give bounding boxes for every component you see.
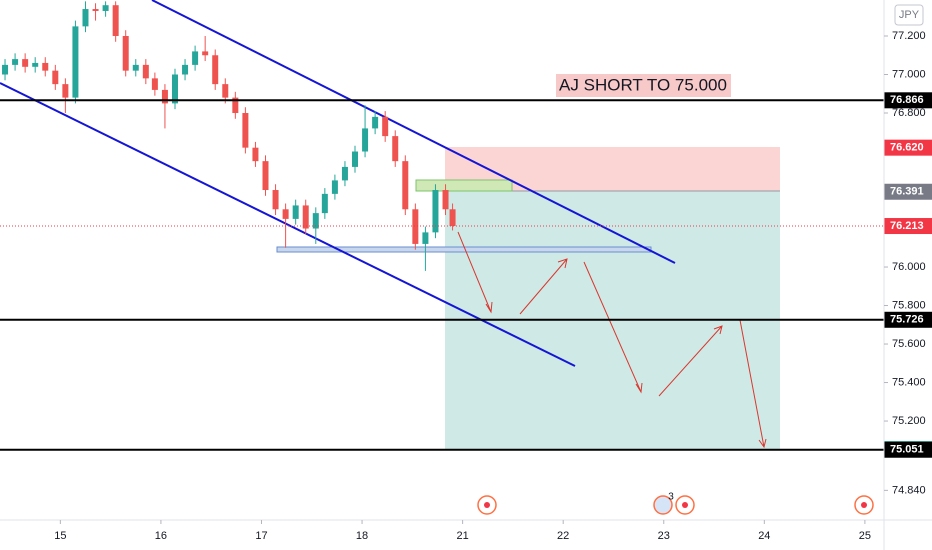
candle-body — [82, 9, 89, 27]
candle-body — [102, 5, 109, 11]
candle-body — [292, 205, 299, 219]
candle-body — [382, 116, 389, 137]
candle-body — [171, 74, 178, 104]
y-tick-label: 75.200 — [892, 415, 926, 427]
currency-box[interactable] — [894, 4, 924, 26]
y-tick-label: 76.800 — [892, 107, 926, 119]
x-tick-label: 22 — [557, 530, 569, 542]
y-tick-label: 75.600 — [892, 338, 926, 350]
candle-body — [442, 190, 449, 210]
y-tick-label: 77.000 — [892, 68, 926, 80]
price-label-bg — [884, 311, 932, 328]
price-label: 76.391 — [890, 186, 924, 198]
price-label: 75.726 — [890, 314, 924, 326]
annotation-box — [556, 74, 731, 97]
candle-body — [341, 166, 348, 181]
candle-body — [262, 161, 269, 191]
position-tool[interactable] — [416, 147, 780, 449]
y-tick-label: 77.200 — [892, 30, 926, 42]
y-tick-label: 76.000 — [892, 261, 926, 273]
candle-body — [282, 209, 289, 219]
candle-body — [32, 62, 39, 67]
candle-body — [302, 205, 309, 229]
candle-body — [132, 64, 139, 71]
y-tick-label: 75.800 — [892, 299, 926, 311]
candle-body — [161, 89, 168, 104]
arrows — [457, 231, 767, 449]
candle-body — [92, 9, 99, 11]
y-tick-label: 74.840 — [892, 484, 926, 496]
candle-body — [122, 36, 129, 71]
rectangle — [415, 179, 513, 192]
candle-body — [272, 190, 279, 210]
candle-body — [422, 232, 429, 244]
candle-body — [402, 161, 409, 210]
candle-body — [252, 147, 259, 162]
candle-body — [312, 213, 319, 229]
candle-body — [372, 116, 379, 129]
price-label: 76.620 — [890, 142, 924, 154]
price-label-bg — [884, 218, 932, 235]
candle-body — [182, 64, 189, 75]
candle-body — [112, 5, 119, 37]
price-label-bg — [884, 92, 932, 109]
candles — [2, 1, 456, 271]
candle-body — [352, 151, 359, 167]
price-label-bg — [884, 441, 932, 458]
candle-body — [222, 84, 229, 98]
x-tick-label: 18 — [356, 530, 368, 542]
candle-body — [232, 97, 239, 114]
candle-body — [321, 193, 328, 214]
candle-body — [392, 136, 399, 162]
drawings[interactable]: AJ SHORT TO 75.000 — [0, 0, 767, 449]
candle-body — [52, 70, 59, 85]
candle-body — [22, 59, 29, 67]
levels: 76.86676.62076.39176.21375.72675.05475.0… — [0, 92, 932, 458]
annotation: AJ SHORT TO 75.000 — [559, 75, 727, 94]
candle-body — [151, 78, 158, 90]
x-tick-label: 24 — [758, 530, 770, 542]
x-tick-label: 23 — [658, 530, 670, 542]
y-tick-label: 75.400 — [892, 376, 926, 388]
events[interactable] — [477, 495, 874, 515]
candle-body — [449, 209, 456, 227]
candle-body — [202, 51, 209, 56]
candle-body — [331, 180, 338, 194]
x-tick-label: 25 — [859, 530, 871, 542]
candle-body — [72, 26, 79, 98]
price-label-bg — [884, 183, 932, 200]
candle-body — [142, 64, 149, 79]
candle-body — [412, 209, 419, 244]
candle-body — [242, 113, 249, 148]
candle-body — [62, 84, 69, 98]
currency: JPY — [899, 9, 920, 21]
price-label-bg — [884, 139, 932, 156]
candle-body — [12, 59, 19, 65]
candle-body — [212, 55, 219, 85]
x-tick-label: 15 — [54, 530, 66, 542]
x-tick-label: 17 — [255, 530, 267, 542]
candle-body — [362, 128, 369, 152]
candle-body — [432, 190, 439, 233]
price-label: 76.213 — [890, 220, 924, 232]
channel-upper — [151, 0, 676, 264]
x-tick-label: 21 — [456, 530, 468, 542]
candle-body — [2, 64, 9, 75]
candle-body — [42, 62, 49, 71]
x-tick-label: 16 — [155, 530, 167, 542]
candle-body — [192, 51, 199, 65]
price-label: 75.051 — [890, 444, 924, 456]
event-count: 3 — [668, 492, 674, 503]
price-label: 76.866 — [890, 94, 924, 106]
